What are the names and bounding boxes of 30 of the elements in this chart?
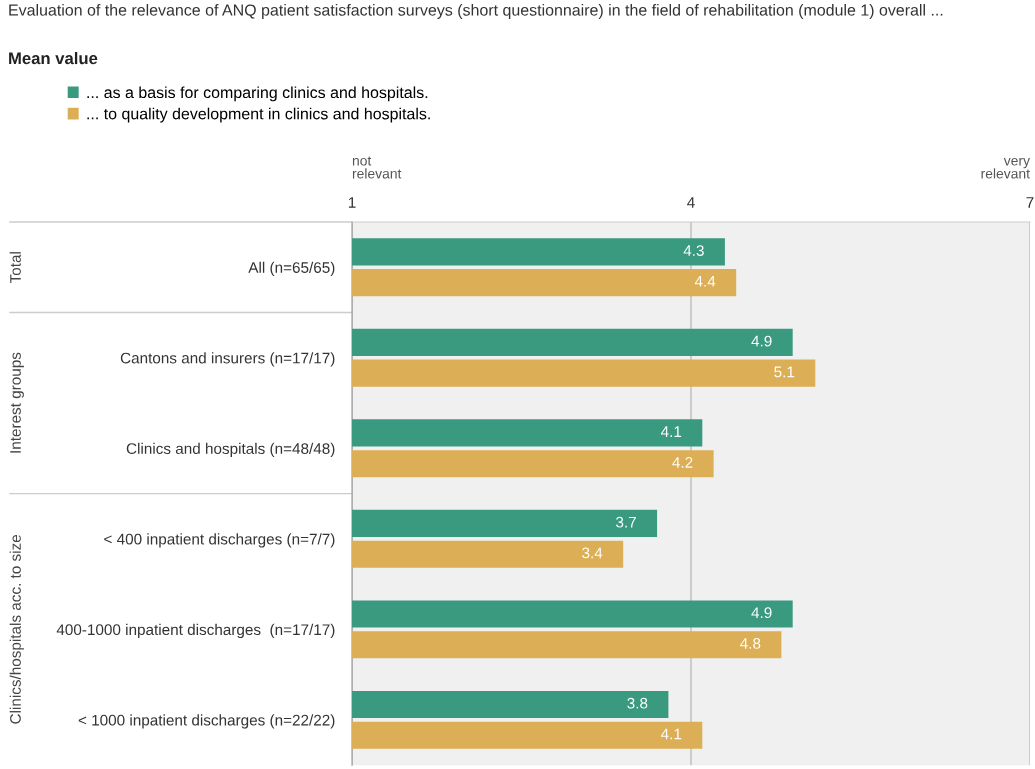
data-label: 4.1 bbox=[660, 728, 682, 740]
text: Total bbox=[9, 252, 21, 284]
legend-label: ... as a basis for comparing clinics and hospitals. bbox=[87, 86, 428, 102]
y-tick-label: < 1000 inpatient discharges (n=22/22) bbox=[78, 714, 335, 729]
data-label: 4.1 bbox=[660, 426, 682, 437]
y-tick-label: Cantons and insurers (n=17/17) bbox=[120, 352, 335, 367]
y-tick-label: 400-1000 inpatient discharges (n=17/17) bbox=[56, 623, 335, 639]
text: Interest groups bbox=[10, 352, 24, 453]
data-label: 4.4 bbox=[694, 276, 716, 287]
data-label: 4.9 bbox=[751, 607, 772, 619]
text: very relevant bbox=[981, 157, 1030, 179]
chart-title: Evaluation of the relevance of ANQ patient satisfaction surveys (short questionnaire) in the field of rehabilitation (module 1) overall ... bbox=[9, 4, 943, 19]
data-label: 3.7 bbox=[616, 516, 636, 528]
legend-label: ... to quality development in clinics and hospitals. bbox=[87, 107, 430, 123]
x-tick-label: 1 bbox=[348, 197, 356, 208]
data-label: 3.4 bbox=[582, 547, 603, 559]
y-tick-label: Clinics and hospitals (n=48/48) bbox=[126, 442, 335, 458]
text: Mean value bbox=[9, 52, 98, 65]
data-label: 4.9 bbox=[751, 335, 772, 347]
text: not relevant bbox=[352, 156, 402, 179]
text: Clinics/hospitals acc. to size bbox=[9, 534, 24, 724]
data-label: 3.8 bbox=[627, 697, 648, 709]
data-label: 5.1 bbox=[774, 366, 795, 378]
data-label: 4.2 bbox=[672, 456, 693, 468]
y-tick-label: All (n=65/65) bbox=[248, 261, 335, 276]
x-tick-label: 7 bbox=[1026, 197, 1034, 208]
y-tick-label: < 400 inpatient discharges (n=7/7) bbox=[104, 533, 335, 548]
data-label: 4.8 bbox=[740, 638, 761, 649]
x-tick-label: 4 bbox=[687, 197, 695, 208]
data-label: 4.3 bbox=[683, 245, 704, 256]
